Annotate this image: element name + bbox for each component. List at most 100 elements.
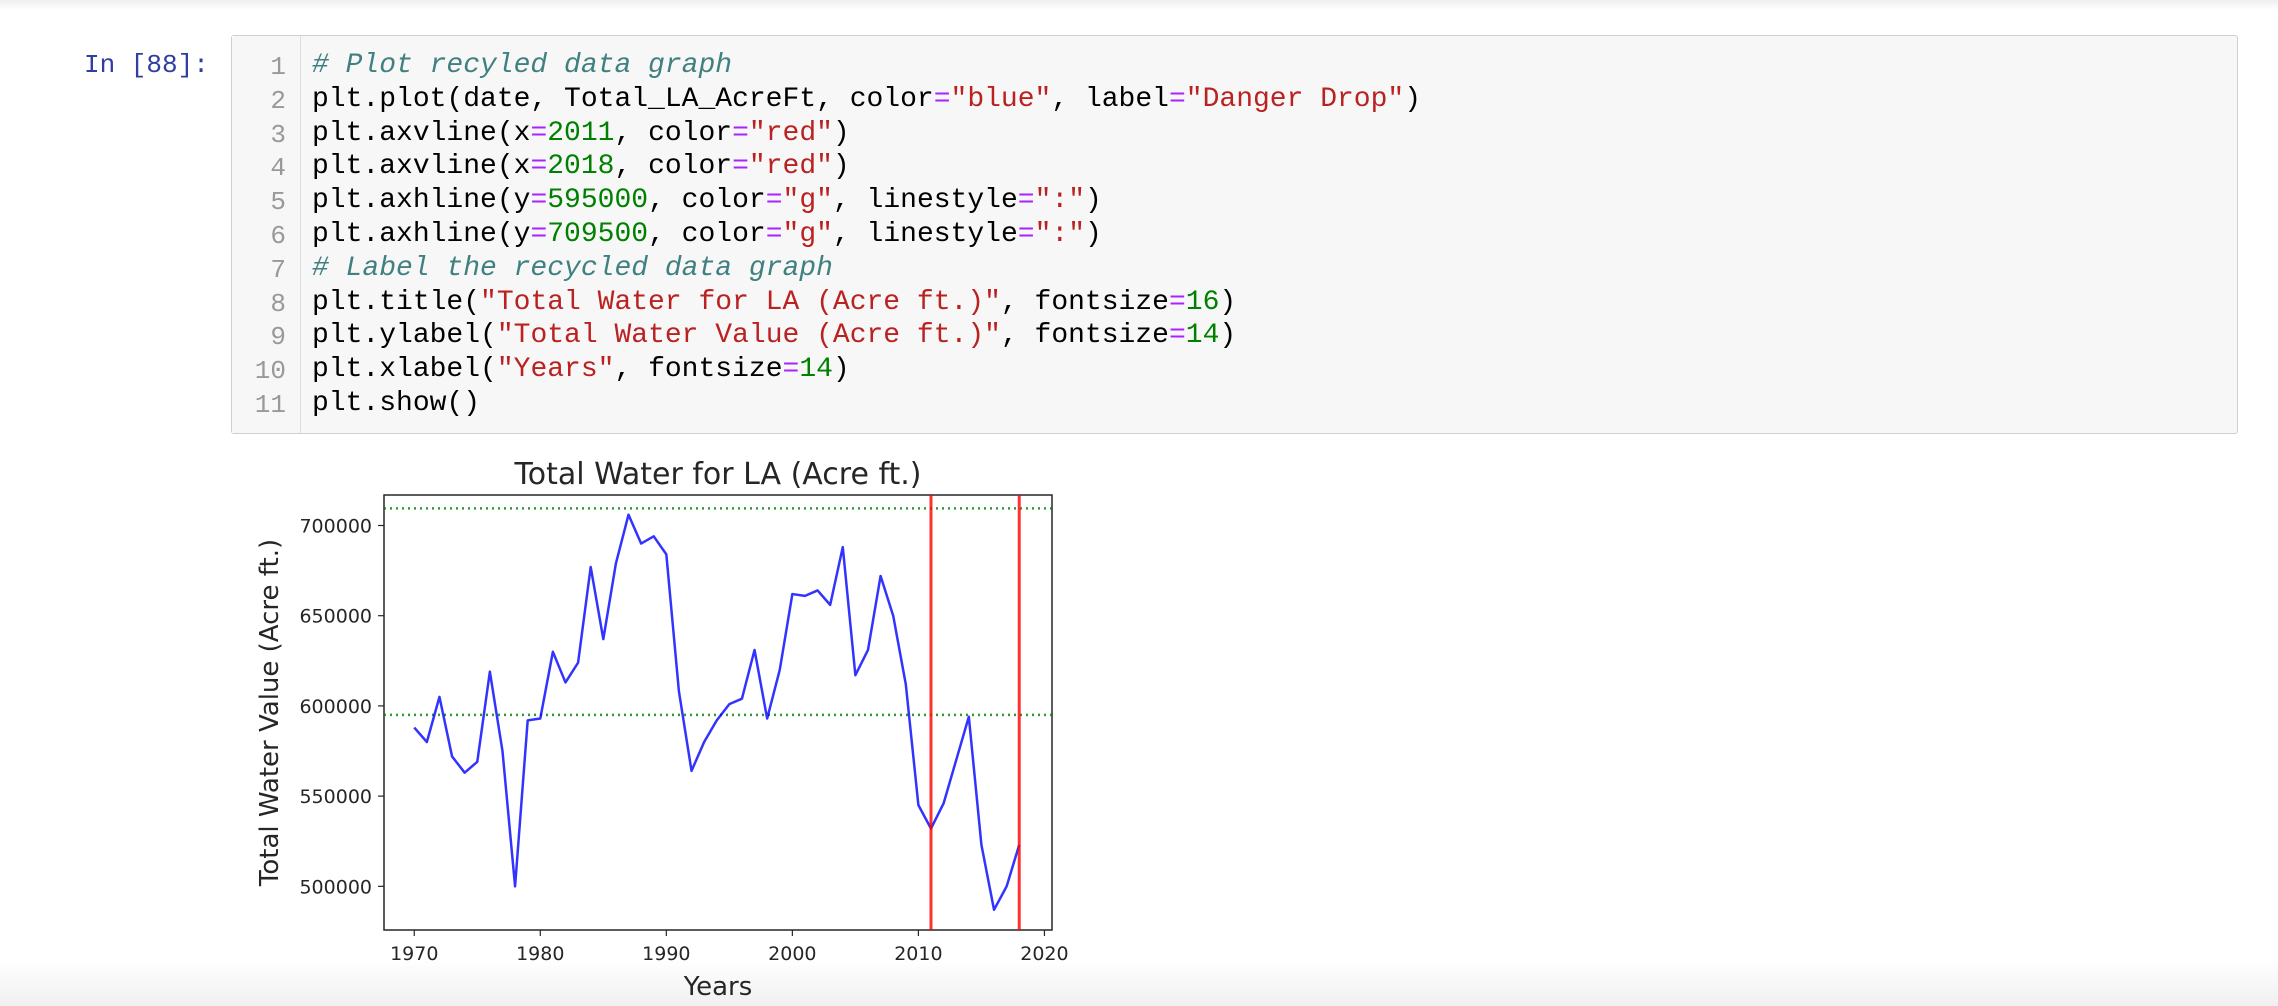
code-token: plt.xlabel( — [312, 354, 497, 386]
code-token: = — [530, 219, 548, 250]
line-number: 3 — [270, 119, 286, 150]
code-token: 709500 — [547, 219, 649, 250]
code-token: = — [530, 117, 548, 149]
code-line: plt.plot(date, Total_LA_AcreFt, color="b… — [312, 84, 1421, 115]
line-number: 7 — [270, 254, 286, 285]
code-token: , color — [648, 219, 766, 250]
code-token: ) — [1085, 185, 1102, 217]
code-token: , color — [614, 151, 733, 183]
code-token: plt.ylabel( — [312, 320, 497, 352]
y-tick-label: 700000 — [299, 515, 372, 537]
code-token: = — [530, 151, 548, 183]
code-token: = — [765, 219, 783, 250]
code-token: ) — [832, 151, 850, 183]
code-token: "Total Water Value (Acre ft.)" — [496, 320, 1001, 352]
code-token: , color — [648, 185, 766, 217]
top-shade — [0, 0, 2278, 10]
code-token: , linestyle — [832, 219, 1018, 250]
code-token: ) — [1219, 320, 1237, 352]
code-token: 16 — [1185, 286, 1220, 318]
code-line: # Label the recycled data graph — [312, 253, 833, 284]
code-token: "red" — [748, 151, 833, 183]
code-token: = — [933, 83, 951, 115]
line-number: 9 — [270, 322, 286, 353]
code-token: , color — [614, 117, 733, 149]
code-line: plt.axhline(y=595000, color="g", linesty… — [312, 185, 1102, 216]
code-token: plt.axhline(y — [312, 185, 531, 217]
y-tick-label: 650000 — [299, 606, 372, 628]
code-token: plt.axvline(x — [312, 151, 531, 183]
code-token: "Total Water for LA (Acre ft.)" — [480, 286, 1001, 318]
line-number: 11 — [254, 390, 286, 420]
x-tick-label: 1970 — [390, 943, 438, 965]
x-tick-label: 1990 — [642, 943, 690, 965]
code-token: = — [732, 151, 749, 183]
code-token: = — [732, 117, 749, 149]
y-tick-label: 550000 — [299, 786, 372, 808]
x-tick-label: 2010 — [894, 943, 942, 965]
code-token: "Danger Drop" — [1185, 83, 1405, 115]
code-line: plt.title("Total Water for LA (Acre ft.)… — [312, 287, 1236, 318]
code-line: plt.axvline(x=2018, color="red") — [312, 151, 850, 182]
code-token: ":" — [1034, 219, 1086, 250]
code-line: plt.show() — [312, 388, 480, 419]
chart-title: Total Water for LA (Acre ft.) — [514, 457, 922, 492]
code-token: ) — [832, 354, 850, 386]
code-token: ":" — [1034, 185, 1086, 217]
x-tick-label: 2020 — [1020, 943, 1068, 965]
code-token: = — [765, 185, 783, 217]
y-axis-label: Total Water Value (Acre ft.) — [255, 539, 285, 887]
code-token: ) — [1219, 286, 1237, 318]
code-token: ) — [1404, 83, 1422, 115]
code-token: , linestyle — [832, 185, 1018, 217]
code-token: = — [1168, 286, 1186, 318]
code-token: , fontsize — [1000, 320, 1169, 352]
code-token: = — [530, 185, 548, 217]
x-tick-label: 1980 — [516, 943, 564, 965]
code-token: # Plot recyled data graph — [312, 50, 733, 81]
x-axis-label: Years — [683, 972, 753, 1002]
x-tick-label: 2000 — [768, 943, 816, 965]
code-token: , fontsize — [1000, 286, 1169, 318]
code-token: = — [1168, 320, 1186, 352]
code-line: plt.axvline(x=2011, color="red") — [312, 118, 850, 149]
code-token: = — [1017, 185, 1035, 217]
code-token: # Label the recycled data graph — [312, 252, 833, 284]
line-number: 1 — [270, 52, 286, 82]
code-token: , fontsize — [614, 354, 783, 386]
code-token: plt.title( — [312, 286, 481, 318]
line-number: 8 — [270, 288, 286, 319]
y-tick-label: 600000 — [299, 696, 372, 718]
code-token: 595000 — [547, 185, 649, 217]
code-token: = — [782, 354, 800, 386]
code-token: 14 — [799, 354, 833, 386]
code-token: plt.show() — [312, 388, 481, 419]
code-token: , label — [1051, 83, 1169, 115]
bottom-shade — [0, 960, 2278, 1006]
code-token: "red" — [748, 117, 833, 149]
line-number: 4 — [270, 153, 286, 184]
code-token: ) — [1085, 219, 1102, 250]
line-number: 2 — [270, 85, 286, 116]
code-token: "g" — [782, 185, 833, 217]
code-token: "blue" — [950, 83, 1052, 115]
code-token: "g" — [782, 219, 833, 250]
line-gutter: 1 2 3 4 5 6 7 8 9 10 11 — [232, 36, 301, 433]
line-number: 5 — [270, 187, 286, 218]
code-token: plt.plot(date, Total_LA_AcreFt, color — [312, 83, 934, 115]
code-token: ) — [832, 117, 850, 149]
code-token: = — [1017, 219, 1035, 250]
code-line: # Plot recyled data graph — [312, 50, 732, 81]
line-number: 10 — [254, 356, 286, 387]
line-number: 6 — [270, 221, 286, 251]
data-line — [413, 513, 1021, 912]
code-token: 2018 — [547, 151, 615, 183]
cell-prompt: In [88]: — [84, 50, 209, 80]
code-token: "Years" — [496, 354, 615, 386]
code-cell[interactable]: 1 2 3 4 5 6 7 8 9 10 11 # Plot recyled data graph p… — [231, 35, 2238, 434]
code-line: plt.xlabel("Years", fontsize=14) — [312, 354, 850, 385]
code-token: plt.axvline(x — [312, 117, 531, 149]
code-line: plt.ylabel("Total Water Value (Acre ft.)… — [312, 320, 1236, 351]
code-line: plt.axhline(y=709500, color="g", linesty… — [312, 219, 1102, 250]
